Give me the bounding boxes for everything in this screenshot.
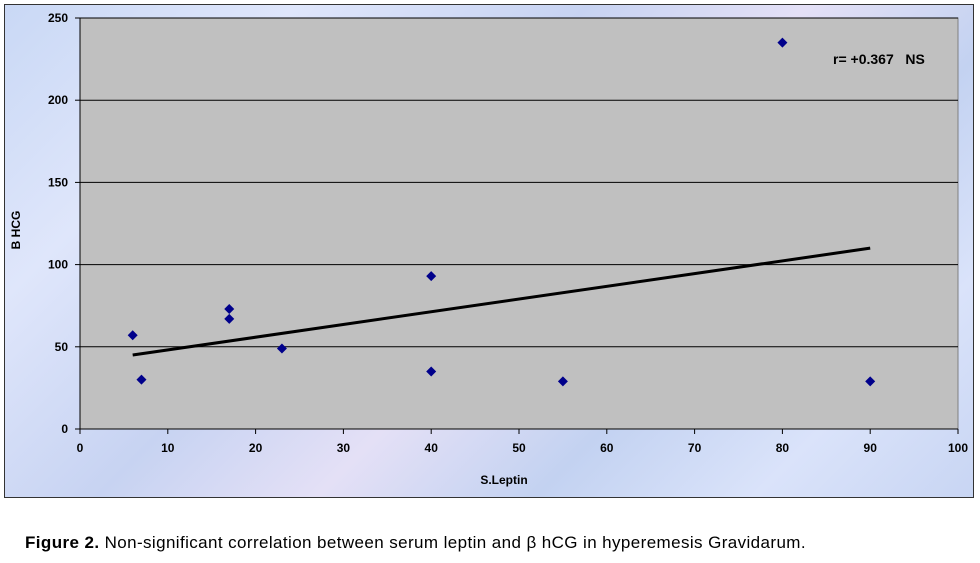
x-tick-label: 90 <box>864 441 878 455</box>
x-tick-label: 50 <box>512 441 526 455</box>
data-point <box>136 374 147 385</box>
trend-line <box>132 246 871 357</box>
caption-text: Non-significant correlation between seru… <box>99 533 806 552</box>
y-tick-label: 150 <box>48 175 68 189</box>
x-tick-label: 30 <box>337 441 351 455</box>
x-tick-label: 60 <box>600 441 614 455</box>
x-tick-label: 0 <box>77 441 84 455</box>
scatter-chart: 0 50 100 150 200 250 0 10 20 30 40 50 60 70 80 90 100 r=… <box>9 11 968 487</box>
x-tick-label: 100 <box>948 441 968 455</box>
data-point <box>127 330 138 341</box>
caption-label: Figure 2. <box>25 533 100 552</box>
x-axis-title: S.Leptin <box>480 473 527 487</box>
y-tick-label: 200 <box>48 93 68 107</box>
figure-caption: Figure 2. Non-significant correlation be… <box>25 533 806 553</box>
data-point <box>276 343 287 354</box>
data-point <box>224 313 235 324</box>
x-tick-label: 80 <box>776 441 790 455</box>
data-point <box>865 376 876 387</box>
x-tick-label: 40 <box>425 441 439 455</box>
data-point <box>224 303 235 314</box>
x-tick-label: 70 <box>688 441 702 455</box>
correlation-annotation: r= +0.367 NS <box>833 51 925 67</box>
y-tick-label: 0 <box>61 422 68 436</box>
tick-labels: 0 50 100 150 200 250 0 10 20 30 40 50 60 70 80 90 100 <box>48 11 968 455</box>
y-axis-title: B HCG <box>9 211 23 250</box>
data-point <box>557 376 568 387</box>
x-tick-label: 20 <box>249 441 263 455</box>
y-tick-label: 100 <box>48 258 68 272</box>
data-point <box>426 366 437 377</box>
x-tick-label: 10 <box>161 441 175 455</box>
plot-area <box>79 17 959 430</box>
data-point <box>426 271 437 282</box>
y-tick-label: 250 <box>48 11 68 25</box>
data-points <box>127 37 876 387</box>
data-point <box>777 37 788 48</box>
grid-lines <box>75 17 959 434</box>
y-tick-label: 50 <box>55 340 69 354</box>
